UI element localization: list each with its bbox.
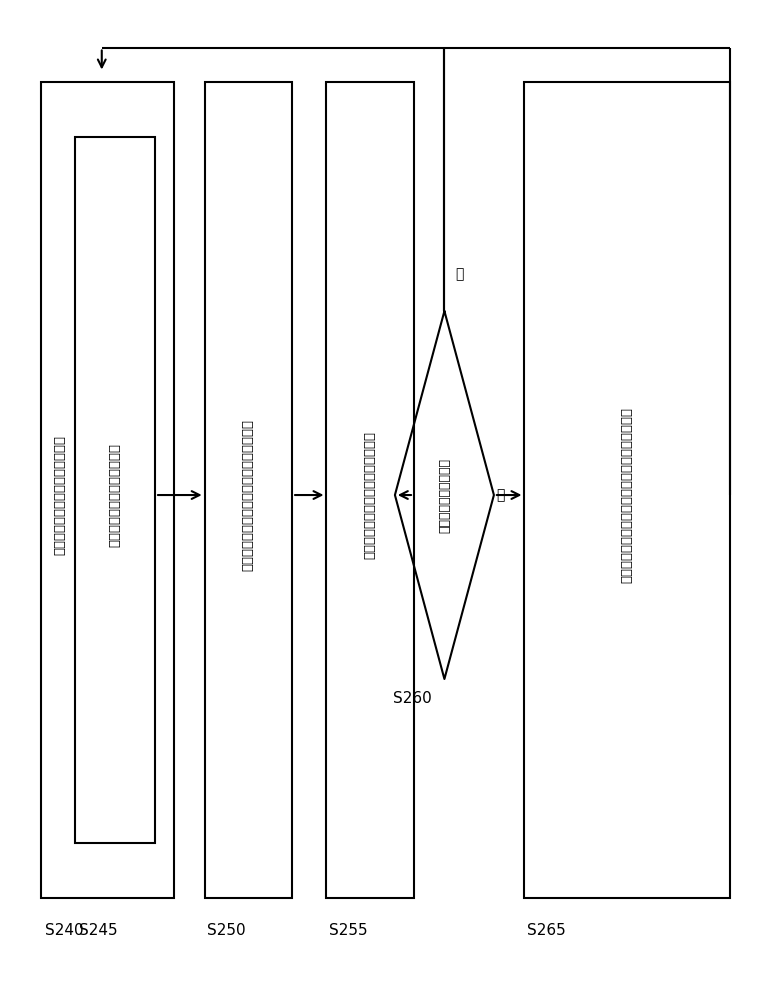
Text: S245: S245 bbox=[79, 923, 117, 938]
Text: 量测并记录第二输入讯号的第二功率: 量测并记录第二输入讯号的第二功率 bbox=[364, 431, 377, 559]
Text: S265: S265 bbox=[527, 923, 565, 938]
Text: S260: S260 bbox=[393, 691, 431, 706]
Text: S250: S250 bbox=[207, 923, 245, 938]
Bar bbox=[41, 82, 174, 898]
Text: S255: S255 bbox=[329, 923, 367, 938]
Text: S240: S240 bbox=[44, 923, 84, 938]
Text: 调整功率放大器的谐振电路的参数: 调整功率放大器的谐振电路的参数 bbox=[54, 435, 67, 555]
Text: 透过耦合路径及接收路径接收第二输入讯号: 透过耦合路径及接收路径接收第二输入讯号 bbox=[242, 419, 255, 571]
Text: 否: 否 bbox=[496, 488, 505, 502]
Bar bbox=[525, 82, 730, 898]
Bar bbox=[75, 137, 155, 843]
Text: 固定混频器的谐振电路的参数: 固定混频器的谐振电路的参数 bbox=[108, 443, 121, 547]
Bar bbox=[327, 82, 414, 898]
Bar bbox=[205, 82, 292, 898]
Text: 记录对应于该第二功率的谐振电路的最大者的参数: 记录对应于该第二功率的谐振电路的最大者的参数 bbox=[621, 407, 634, 583]
Text: 有尚未处理的候选值？: 有尚未处理的候选值？ bbox=[438, 458, 451, 533]
Text: 是: 是 bbox=[456, 267, 464, 281]
